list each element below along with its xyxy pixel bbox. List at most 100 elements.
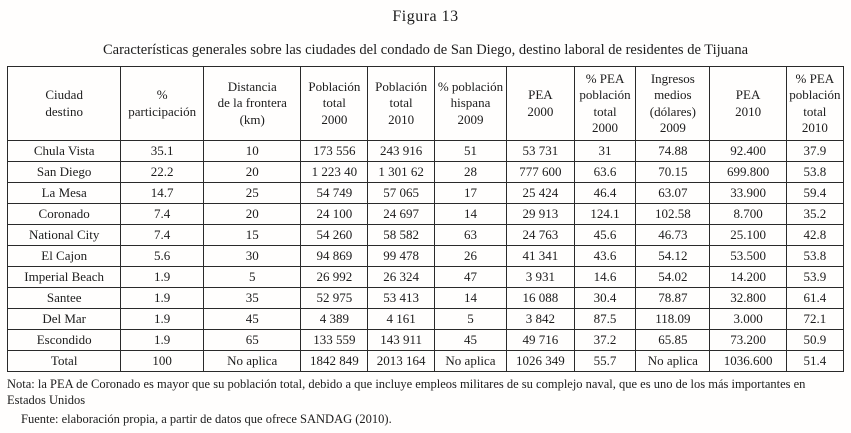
table-row: La Mesa 14.7 25 54 749 57 065 17 25 424 46.4 63.… — [6, 182, 845, 204]
value-cell: 45.6 — [573, 224, 637, 246]
value-cell: 53 413 — [367, 287, 435, 309]
value-cell: 54 749 — [300, 182, 369, 204]
header-distancia-frontera: Distancia de la frontera (km) — [202, 66, 302, 141]
value-cell: 143 911 — [367, 329, 435, 351]
value-cell: 63 — [433, 224, 508, 246]
header-participacion: % participación — [120, 66, 204, 141]
value-cell: 31 — [573, 140, 637, 162]
value-cell: 8.700 — [709, 203, 787, 225]
city-cell: National City — [6, 224, 122, 246]
value-cell: 7.4 — [120, 203, 204, 225]
value-cell: 58 582 — [367, 224, 435, 246]
table-header: Ciudad destino % participación Distancia… — [6, 66, 845, 141]
table-body: Chula Vista 35.1 10 173 556 243 916 51 53 731 3… — [6, 140, 845, 372]
value-cell: 15 — [202, 224, 302, 246]
value-cell: 46.73 — [635, 224, 711, 246]
value-cell: 37.2 — [573, 329, 637, 351]
value-cell: 14 — [433, 203, 508, 225]
value-cell: 16 088 — [506, 287, 575, 309]
value-cell: 33.900 — [709, 182, 787, 204]
value-cell: 14.200 — [709, 266, 787, 288]
value-cell: 3 842 — [506, 308, 575, 330]
value-cell: 65.85 — [635, 329, 711, 351]
value-cell: 51 — [433, 140, 508, 162]
value-cell: 25 — [202, 182, 302, 204]
value-cell: 35.2 — [785, 203, 845, 225]
source-text: Fuente: elaboración propia, a partir de … — [21, 411, 392, 426]
value-cell: 63.07 — [635, 182, 711, 204]
value-cell: 59.4 — [785, 182, 845, 204]
value-cell: 10 — [202, 140, 302, 162]
value-cell: 1036.600 — [709, 350, 787, 372]
value-cell: 699.800 — [709, 161, 787, 183]
table-row: Total 100 No aplica 1842 849 2013 164 No apli… — [6, 350, 845, 372]
value-cell: 29 913 — [506, 203, 575, 225]
value-cell: 100 — [120, 350, 204, 372]
value-cell: 78.87 — [635, 287, 711, 309]
header-ciudad-destino: Ciudad destino — [6, 66, 122, 141]
value-cell: 7.4 — [120, 224, 204, 246]
value-cell: 45 — [433, 329, 508, 351]
value-cell: 1.9 — [120, 308, 204, 330]
value-cell: 74.88 — [635, 140, 711, 162]
value-cell: 124.1 — [573, 203, 637, 225]
value-cell: 53 731 — [506, 140, 575, 162]
value-cell: 4 389 — [300, 308, 369, 330]
value-cell: 47 — [433, 266, 508, 288]
value-cell: 102.58 — [635, 203, 711, 225]
value-cell: 54.02 — [635, 266, 711, 288]
value-cell: 1 301 62 — [367, 161, 435, 183]
value-cell: 14 — [433, 287, 508, 309]
city-cell: Escondido — [6, 329, 122, 351]
value-cell: 22.2 — [120, 161, 204, 183]
header-poblacion-hispana-2009: % población hispana 2009 — [433, 66, 508, 141]
city-cell: La Mesa — [6, 182, 122, 204]
value-cell: 28 — [433, 161, 508, 183]
table-row: Santee 1.9 35 52 975 53 413 14 16 088 30.4 78.87… — [6, 287, 845, 309]
cities-table: Ciudad destino % participación Distancia… — [6, 66, 845, 372]
value-cell: 53.500 — [709, 245, 787, 267]
value-cell: 45 — [202, 308, 302, 330]
value-cell: 65 — [202, 329, 302, 351]
value-cell: 133 559 — [300, 329, 369, 351]
value-cell: 94 869 — [300, 245, 369, 267]
value-cell: 26 992 — [300, 266, 369, 288]
city-cell: San Diego — [6, 161, 122, 183]
value-cell: 53.8 — [785, 245, 845, 267]
header-ingresos-medios-2009: Ingresos medios (dólares) 2009 — [635, 66, 711, 141]
header-row: Ciudad destino % participación Distancia… — [6, 66, 845, 141]
value-cell: 37.9 — [785, 140, 845, 162]
value-cell: 53.8 — [785, 161, 845, 183]
value-cell: 5 — [433, 308, 508, 330]
notes-block: Nota: la PEA de Coronado es mayor que su… — [7, 376, 844, 427]
value-cell: 42.8 — [785, 224, 845, 246]
value-cell: 20 — [202, 203, 302, 225]
value-cell: No aplica — [433, 350, 508, 372]
value-cell: 54 260 — [300, 224, 369, 246]
value-cell: 99 478 — [367, 245, 435, 267]
value-cell: 14.6 — [573, 266, 637, 288]
table-row: El Cajon 5.6 30 94 869 99 478 26 41 341 43.6 54.… — [6, 245, 845, 267]
value-cell: 61.4 — [785, 287, 845, 309]
value-cell: 2013 164 — [367, 350, 435, 372]
value-cell: 30 — [202, 245, 302, 267]
value-cell: 25.100 — [709, 224, 787, 246]
value-cell: 41 341 — [506, 245, 575, 267]
figure-caption: Características generales sobre las ciud… — [102, 42, 749, 58]
value-cell: 24 763 — [506, 224, 575, 246]
value-cell: 49 716 — [506, 329, 575, 351]
value-cell: 70.15 — [635, 161, 711, 183]
table-row: Del Mar 1.9 45 4 389 4 161 5 3 842 87.5 118.09 3.… — [6, 308, 845, 330]
figure-title: Figura 13 — [392, 8, 459, 25]
value-cell: 3 931 — [506, 266, 575, 288]
value-cell: 24 100 — [300, 203, 369, 225]
value-cell: 1.9 — [120, 266, 204, 288]
header-poblacion-2000: Población total 2000 — [300, 66, 369, 141]
city-cell: Santee — [6, 287, 122, 309]
value-cell: 30.4 — [573, 287, 637, 309]
table-row: Coronado 7.4 20 24 100 24 697 14 29 913 124.1 10… — [6, 203, 845, 225]
value-cell: No aplica — [202, 350, 302, 372]
value-cell: 14.7 — [120, 182, 204, 204]
table-row: National City 7.4 15 54 260 58 582 63 24 763 45… — [6, 224, 845, 246]
value-cell: 35 — [202, 287, 302, 309]
